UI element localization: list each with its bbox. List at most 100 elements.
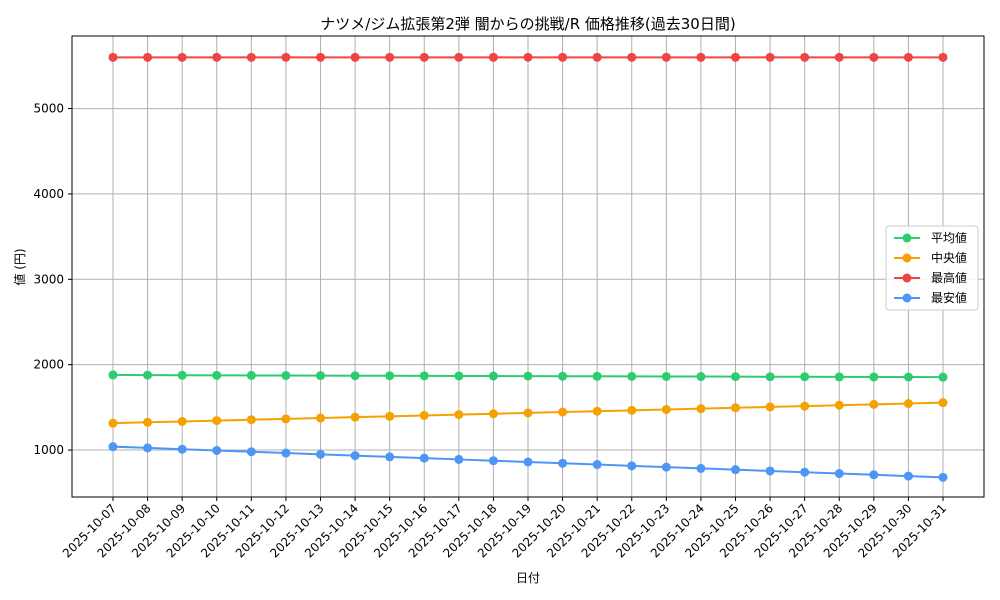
data-point: [558, 458, 568, 468]
data-point: [592, 406, 602, 416]
data-point: [281, 371, 291, 381]
data-point: [834, 400, 844, 410]
data-point: [143, 370, 153, 380]
legend-box: [885, 225, 979, 311]
data-point: [938, 372, 948, 382]
data-point: [903, 471, 913, 481]
data-point: [938, 52, 948, 62]
data-point: [938, 472, 948, 482]
data-point: [523, 408, 533, 418]
data-point: [800, 467, 810, 477]
data-point: [177, 370, 187, 380]
data-point: [731, 403, 740, 413]
legend-swatch-marker: [902, 253, 912, 263]
y-tick-label: 5000: [33, 102, 64, 116]
data-point: [316, 449, 325, 459]
data-point: [834, 469, 844, 479]
data-point: [454, 410, 464, 420]
data-point: [108, 370, 118, 380]
data-point: [661, 462, 671, 472]
data-point: [869, 52, 879, 62]
data-point: [731, 372, 740, 382]
data-point: [316, 413, 325, 423]
data-point: [627, 371, 637, 381]
data-point: [592, 371, 602, 381]
data-point: [454, 371, 464, 381]
data-point: [246, 447, 256, 457]
legend-swatch-marker: [902, 293, 912, 303]
data-point: [385, 371, 395, 381]
data-point: [212, 416, 222, 426]
data-point: [731, 52, 740, 62]
data-point: [696, 463, 706, 473]
y-tick-label: 3000: [33, 272, 64, 286]
data-point: [765, 372, 775, 382]
data-point: [177, 52, 187, 62]
data-point: [523, 457, 533, 467]
data-point: [316, 52, 325, 62]
data-point: [488, 371, 498, 381]
data-point: [834, 372, 844, 382]
data-point: [143, 52, 153, 62]
data-point: [661, 371, 671, 381]
data-point: [765, 466, 775, 476]
data-point: [488, 409, 498, 419]
data-point: [903, 399, 913, 409]
data-point: [627, 461, 637, 471]
data-point: [454, 52, 464, 62]
data-point: [834, 52, 844, 62]
data-point: [869, 399, 879, 409]
data-point: [212, 370, 222, 380]
data-point: [523, 52, 533, 62]
data-point: [903, 372, 913, 382]
legend-label: 中央値: [931, 250, 967, 265]
series-layer: [108, 52, 948, 482]
data-point: [696, 404, 706, 414]
data-point: [350, 412, 360, 422]
data-point: [385, 411, 395, 421]
data-point: [281, 52, 291, 62]
data-point: [661, 52, 671, 62]
data-point: [627, 405, 637, 415]
data-point: [350, 451, 360, 461]
data-point: [143, 443, 153, 453]
grid: [72, 36, 984, 497]
data-point: [523, 371, 533, 381]
data-point: [558, 407, 568, 417]
chart-title: ナツメ/ジム拡張第2弾 闇からの挑戦/R 価格推移(過去30日間): [320, 15, 735, 33]
data-point: [246, 52, 256, 62]
data-point: [281, 448, 291, 458]
legend-label: 最安値: [931, 290, 967, 305]
data-point: [316, 371, 325, 381]
data-point: [350, 371, 360, 381]
y-axis: 1000 2000 3000 4000 5000: [33, 102, 72, 457]
legend-swatch-marker: [902, 233, 912, 243]
data-point: [177, 444, 187, 454]
data-point: [246, 370, 256, 380]
data-point: [108, 442, 118, 452]
data-point: [419, 52, 429, 62]
x-axis-label: 日付: [516, 571, 540, 585]
x-axis: 2025-10-072025-10-082025-10-092025-10-10…: [60, 497, 949, 560]
y-tick-label: 1000: [33, 443, 64, 457]
legend-swatch-marker: [902, 273, 912, 283]
data-point: [246, 415, 256, 425]
data-point: [177, 416, 187, 426]
data-point: [385, 452, 395, 462]
data-point: [558, 52, 568, 62]
data-point: [108, 52, 118, 62]
data-point: [281, 414, 291, 424]
legend-label: 最高値: [931, 270, 967, 285]
data-point: [143, 417, 153, 427]
data-point: [903, 52, 913, 62]
legend-label: 平均値: [931, 230, 967, 245]
data-point: [800, 372, 810, 382]
data-point: [765, 52, 775, 62]
data-point: [419, 371, 429, 381]
y-tick-label: 2000: [33, 358, 64, 372]
data-point: [627, 52, 637, 62]
data-point: [869, 372, 879, 382]
data-point: [454, 454, 464, 464]
